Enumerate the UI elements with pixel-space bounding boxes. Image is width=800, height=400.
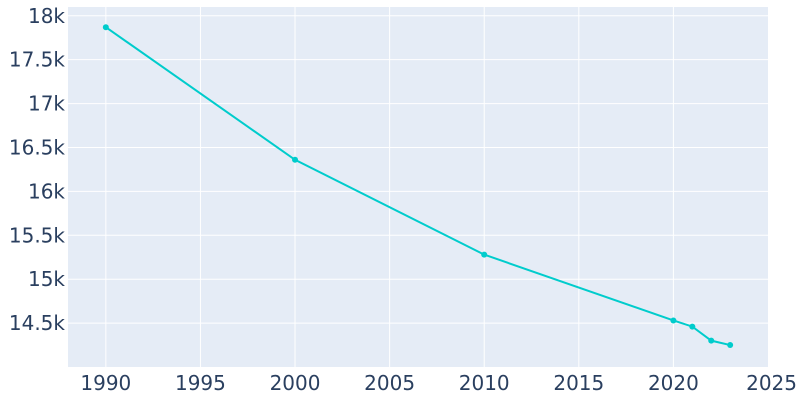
y-tick-label: 17k	[28, 92, 65, 116]
data-point	[481, 251, 488, 258]
x-tick-labels: 1990 1995 2000 2005 2010 2015 2020 2025	[80, 371, 797, 395]
x-tick-label: 2000	[270, 371, 321, 395]
x-tick-label: 2020	[648, 371, 699, 395]
y-tick-label: 16k	[28, 179, 65, 203]
y-tick-label: 15.5k	[9, 223, 66, 247]
y-tick-labels: 14.5k 15k 15.5k 16k 16.5k 17k 17.5k 18k	[9, 4, 66, 335]
y-tick-label: 16.5k	[9, 135, 66, 159]
series-group	[102, 24, 734, 349]
y-tick-label: 18k	[28, 4, 65, 28]
y-tick-label: 15k	[28, 267, 65, 291]
data-point	[670, 317, 677, 324]
data-point	[727, 342, 734, 349]
data-point	[102, 24, 109, 31]
data-point	[689, 323, 696, 330]
x-grid-lines	[105, 7, 674, 367]
data-point	[708, 337, 715, 344]
y-tick-label: 17.5k	[9, 48, 66, 72]
y-tick-label: 14.5k	[9, 311, 66, 335]
x-tick-label: 1990	[80, 371, 131, 395]
plot-background	[68, 7, 768, 367]
data-point	[292, 156, 299, 163]
x-tick-label: 2010	[459, 371, 510, 395]
x-tick-label: 1995	[175, 371, 226, 395]
x-tick-label: 2025	[746, 371, 797, 395]
x-tick-label: 2015	[553, 371, 604, 395]
y-grid-lines	[68, 15, 768, 324]
x-tick-label: 2005	[364, 371, 415, 395]
